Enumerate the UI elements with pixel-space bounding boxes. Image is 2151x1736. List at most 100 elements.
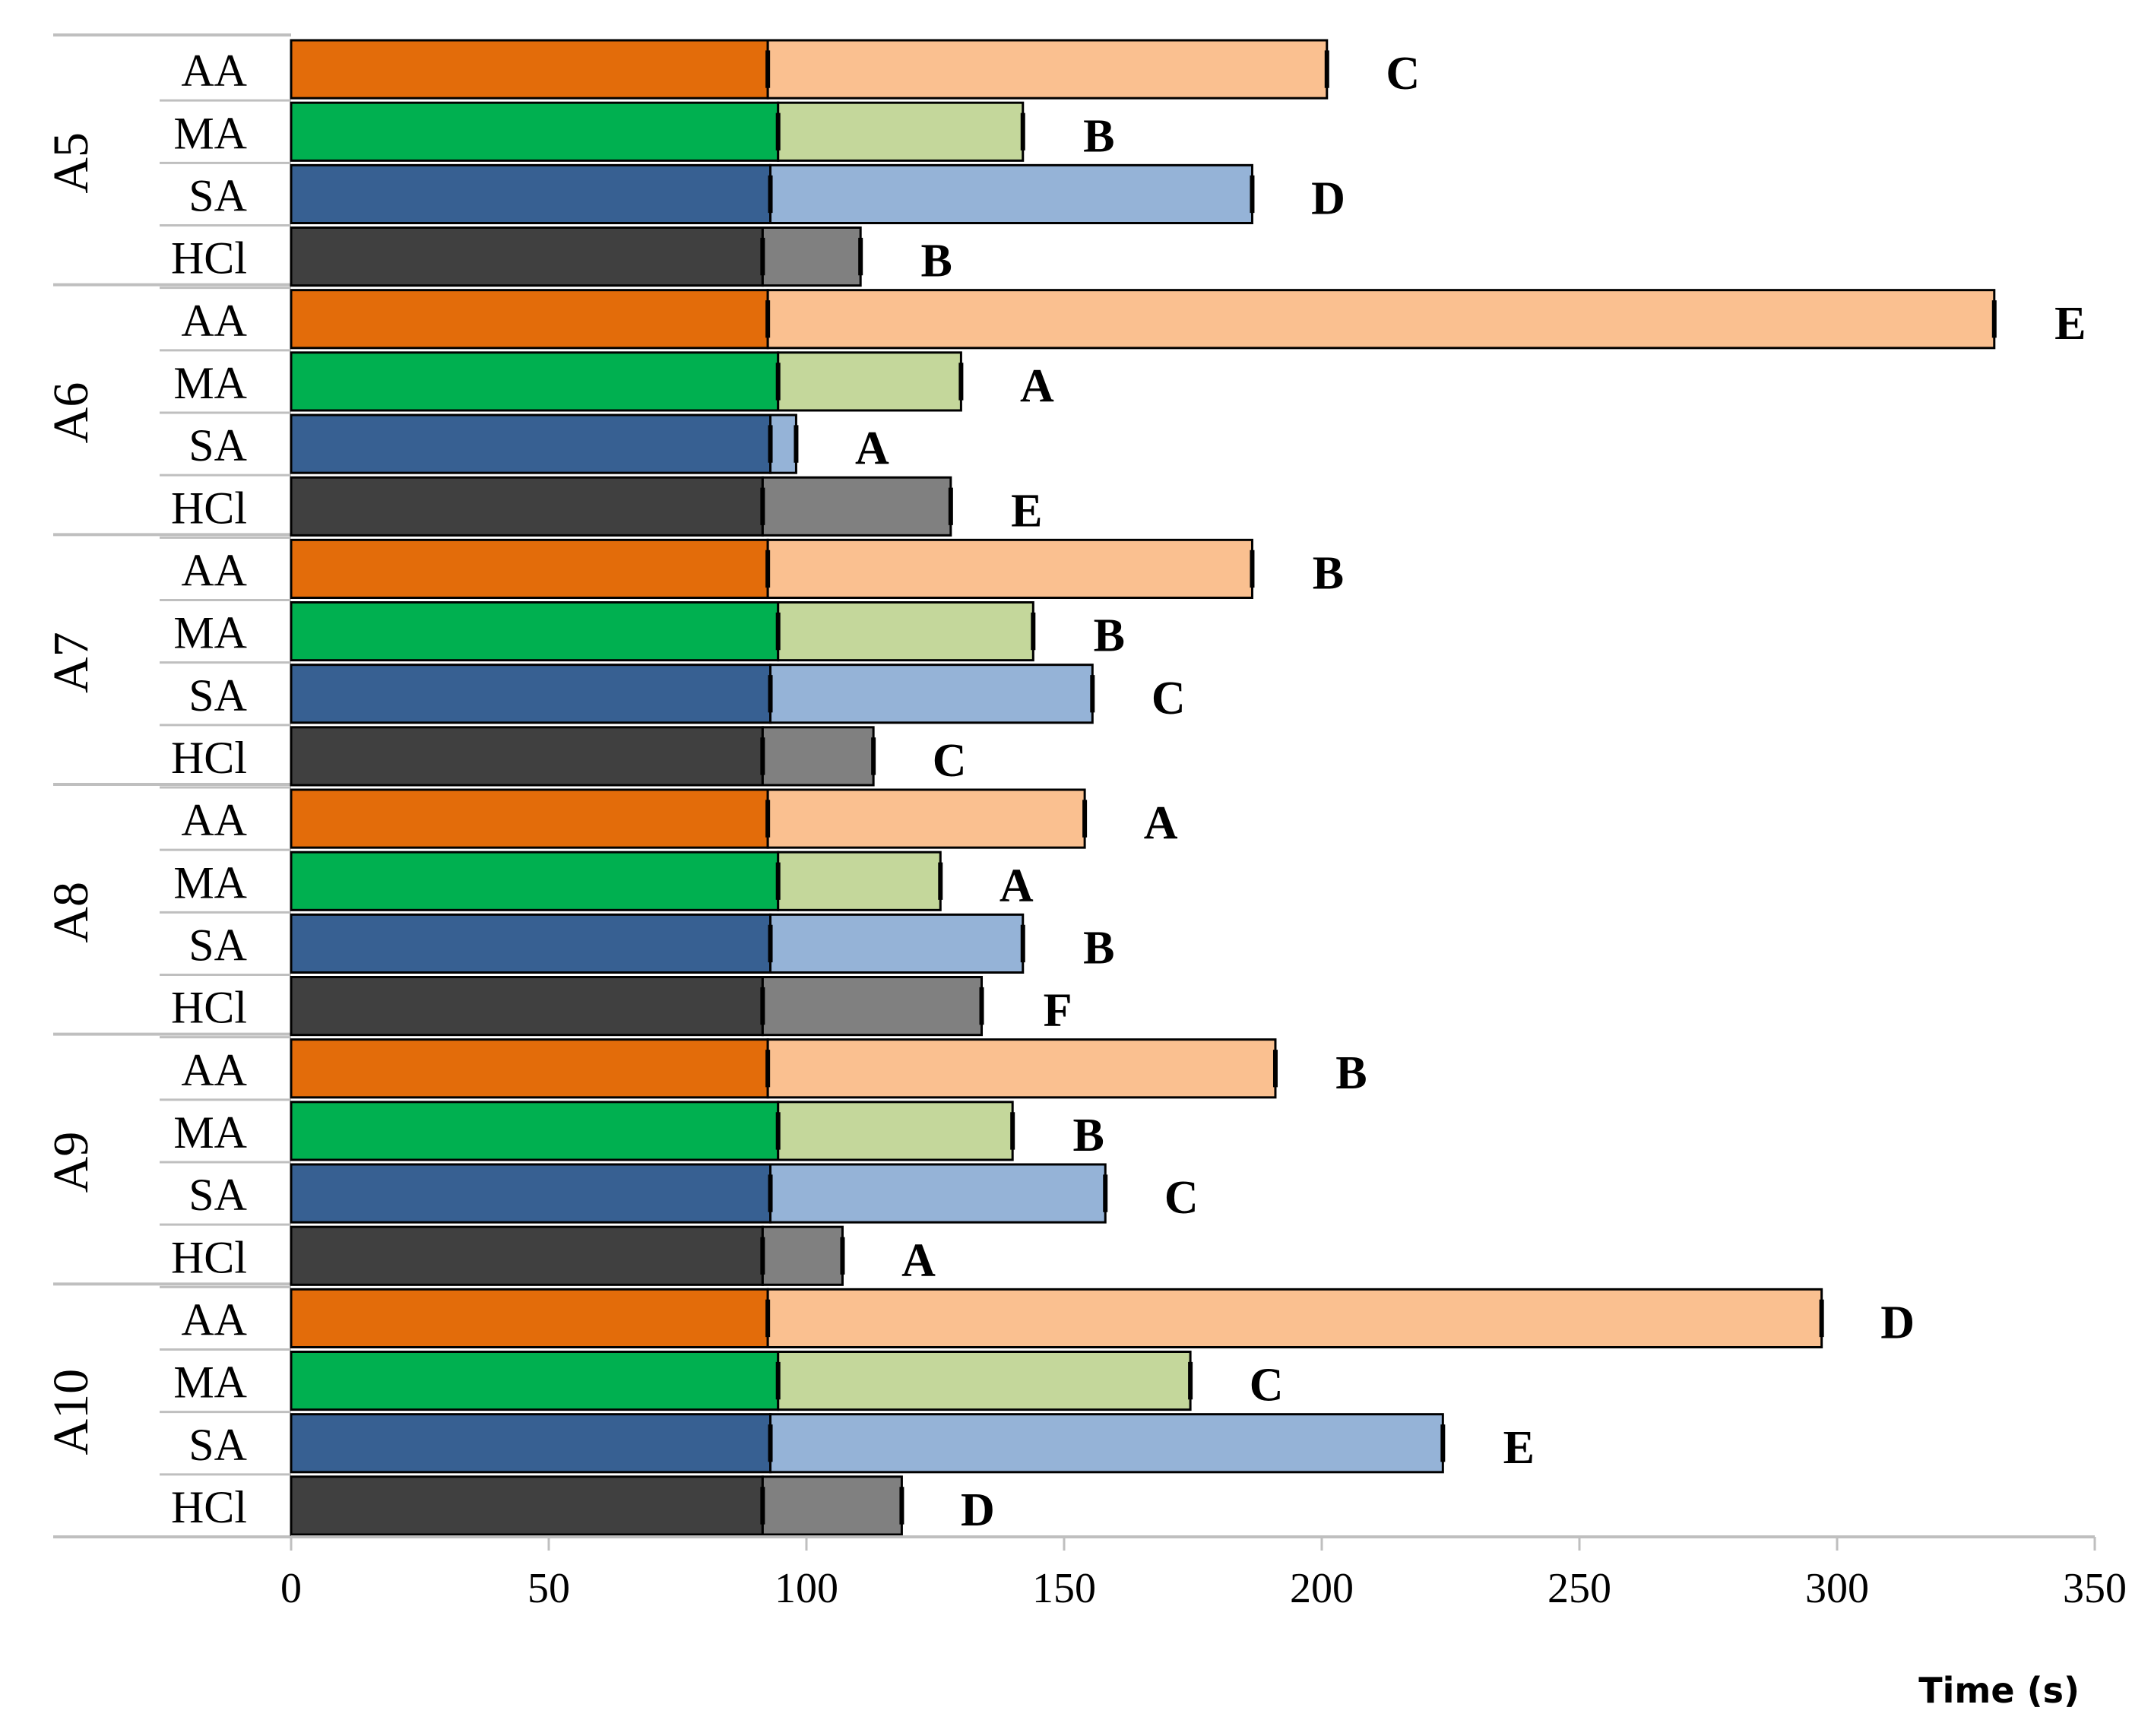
bar-extra-A5-HCl	[761, 227, 862, 287]
letter-label-A8-SA: B	[1083, 922, 1114, 974]
bar-base-A7-MA	[290, 601, 780, 662]
bar-base-A9-AA	[290, 1038, 769, 1099]
bar-extra-A10-HCl	[761, 1475, 903, 1536]
bar-base-A9-HCl	[290, 1225, 764, 1286]
bar-base-A6-MA	[290, 351, 780, 412]
category-label-A9-AA: AA	[181, 1045, 247, 1095]
bar-extra-A6-SA	[769, 413, 797, 474]
bar-base-A6-SA	[290, 413, 772, 474]
bar-extra-A5-AA	[766, 39, 1329, 100]
bar-extra-A9-MA	[777, 1101, 1014, 1161]
x-tick-label: 50	[527, 1565, 570, 1612]
bar-extra-A8-AA	[766, 788, 1086, 849]
bar-extra-A10-SA	[769, 1413, 1444, 1474]
bar-base-A8-MA	[290, 851, 780, 911]
bar-base-A7-SA	[290, 664, 772, 724]
bar-base-A9-SA	[290, 1163, 772, 1224]
bar-extra-A10-MA	[777, 1351, 1192, 1411]
category-label-A8-SA: SA	[188, 920, 247, 970]
bar-extra-A8-MA	[777, 851, 942, 911]
category-label-A5-SA: SA	[188, 170, 247, 220]
bar-extra-A8-SA	[769, 913, 1025, 974]
group-label-A9: A9	[43, 1132, 99, 1193]
letter-label-A8-AA: A	[1144, 797, 1178, 849]
error-bars-layer	[760, 50, 1997, 1525]
bar-base-A10-MA	[290, 1351, 780, 1411]
bar-base-A7-AA	[290, 538, 769, 599]
category-label-A7-MA: MA	[173, 608, 247, 658]
x-axis: 0 50 100 150 200 250 300 350	[280, 1535, 2127, 1612]
category-label-A9-SA: SA	[188, 1170, 247, 1220]
letter-label-A9-MA: B	[1073, 1110, 1104, 1161]
letter-label-A9-HCl: A	[901, 1234, 936, 1286]
bar-extra-A6-HCl	[761, 476, 952, 537]
category-label-A8-AA: AA	[181, 795, 247, 845]
category-label-A5-HCl: HCl	[171, 233, 247, 284]
category-label-A7-HCl: HCl	[171, 733, 247, 783]
bar-extra-A7-HCl	[761, 726, 875, 787]
bar-extra-A7-AA	[766, 538, 1253, 599]
group-label-A6: A6	[43, 382, 99, 444]
bar-extra-A8-HCl	[761, 976, 984, 1037]
category-label-A10-HCl: HCl	[171, 1482, 247, 1532]
bar-base-A10-HCl	[290, 1475, 764, 1536]
category-label-A6-HCl: HCl	[171, 483, 247, 533]
bars-layer	[290, 39, 1996, 1536]
letter-label-A7-HCl: C	[933, 735, 967, 787]
bar-base-A5-AA	[290, 39, 769, 100]
letter-label-A7-MA: B	[1094, 610, 1125, 662]
bar-base-A5-SA	[290, 163, 772, 224]
x-tick-label: 350	[2063, 1565, 2127, 1612]
category-label-A5-MA: MA	[173, 108, 247, 158]
bar-extra-A6-AA	[766, 289, 1996, 350]
x-tick-label: 250	[1548, 1565, 1611, 1612]
x-tick-label: 100	[775, 1565, 838, 1612]
category-label-A7-AA: AA	[181, 545, 247, 595]
bar-extra-A10-AA	[766, 1288, 1823, 1349]
letter-label-A5-HCl: B	[921, 236, 952, 287]
letter-label-A6-AA: E	[2054, 298, 2086, 350]
letter-label-A5-MA: B	[1083, 110, 1114, 162]
category-label-A9-MA: MA	[173, 1107, 247, 1158]
bar-extra-A5-SA	[769, 163, 1253, 224]
group-label-A10: A10	[43, 1369, 99, 1456]
category-label-A6-MA: MA	[173, 358, 247, 408]
category-label-A10-MA: MA	[173, 1357, 247, 1408]
category-label-A5-AA: AA	[181, 46, 247, 96]
bar-base-A10-AA	[290, 1288, 769, 1349]
category-label-A10-AA: AA	[181, 1294, 247, 1345]
x-tick-label: 150	[1032, 1565, 1096, 1612]
bar-extra-A9-SA	[769, 1163, 1107, 1224]
bar-base-A6-AA	[290, 289, 769, 350]
category-label-A6-AA: AA	[181, 296, 247, 346]
letter-label-A10-HCl: D	[961, 1484, 995, 1536]
bar-base-A8-AA	[290, 788, 769, 849]
category-labels-layer: AA MA SA HCl AA MA SA HCl AA MA SA HCl AA MA SA HCl AA MA…	[171, 46, 247, 1532]
bar-extra-A7-MA	[777, 601, 1034, 662]
group-separators	[53, 33, 291, 1538]
bar-extra-A6-MA	[777, 351, 962, 412]
letter-label-A8-MA: A	[999, 860, 1034, 911]
letter-label-A7-AA: B	[1313, 547, 1344, 599]
x-axis-title: Time (s)	[1918, 1670, 2080, 1711]
bar-base-A5-HCl	[290, 227, 764, 287]
letter-label-A7-SA: C	[1152, 673, 1186, 724]
category-label-A6-SA: SA	[188, 420, 247, 470]
bar-base-A5-MA	[290, 101, 780, 162]
bar-base-A10-SA	[290, 1413, 772, 1474]
letter-label-A6-SA: A	[855, 423, 889, 474]
letter-label-A8-HCl: F	[1044, 985, 1072, 1037]
letter-label-A10-AA: D	[1880, 1297, 1915, 1348]
x-tick-label: 0	[280, 1565, 302, 1612]
group-label-A7: A7	[43, 632, 99, 693]
category-label-A9-HCl: HCl	[171, 1232, 247, 1282]
letter-label-A6-HCl: E	[1011, 485, 1042, 537]
bar-base-A8-SA	[290, 913, 772, 974]
bar-extra-A7-SA	[769, 664, 1094, 724]
letter-label-A5-AA: C	[1386, 48, 1420, 100]
bar-extra-A9-HCl	[761, 1225, 844, 1286]
bar-base-A9-MA	[290, 1101, 780, 1161]
bar-extra-A5-MA	[777, 101, 1025, 162]
